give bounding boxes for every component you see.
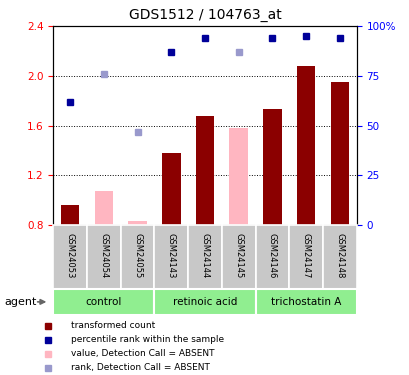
Bar — [229, 128, 247, 225]
Bar — [128, 221, 146, 225]
Text: agent: agent — [4, 297, 36, 307]
Text: rank, Detection Call = ABSENT: rank, Detection Call = ABSENT — [70, 363, 209, 372]
Bar — [154, 225, 188, 289]
Text: GSM24145: GSM24145 — [234, 232, 243, 278]
Bar — [330, 82, 348, 225]
Text: GSM24054: GSM24054 — [99, 232, 108, 278]
Text: GSM24147: GSM24147 — [301, 232, 310, 278]
Text: GSM24144: GSM24144 — [200, 232, 209, 278]
Bar — [289, 225, 322, 289]
Text: control: control — [85, 297, 122, 307]
Bar — [195, 116, 214, 225]
Bar — [53, 225, 87, 289]
Bar — [255, 225, 289, 289]
Text: value, Detection Call = ABSENT: value, Detection Call = ABSENT — [70, 350, 213, 358]
Text: GSM24148: GSM24148 — [335, 232, 344, 278]
Bar — [263, 110, 281, 225]
Text: GSM24143: GSM24143 — [166, 232, 175, 278]
Bar — [255, 289, 356, 315]
Bar — [221, 225, 255, 289]
Text: GSM24146: GSM24146 — [267, 232, 276, 278]
Bar — [61, 205, 79, 225]
Bar — [162, 153, 180, 225]
Text: GSM24053: GSM24053 — [65, 232, 74, 278]
Text: retinoic acid: retinoic acid — [172, 297, 237, 307]
Bar — [87, 225, 120, 289]
Text: GSM24055: GSM24055 — [133, 232, 142, 278]
Bar — [188, 225, 221, 289]
Text: trichostatin A: trichostatin A — [270, 297, 340, 307]
Bar — [53, 289, 154, 315]
Bar — [120, 225, 154, 289]
Text: percentile rank within the sample: percentile rank within the sample — [70, 335, 223, 344]
Text: transformed count: transformed count — [70, 321, 154, 330]
Title: GDS1512 / 104763_at: GDS1512 / 104763_at — [128, 9, 281, 22]
Bar — [94, 192, 113, 225]
Bar — [154, 289, 255, 315]
Bar — [296, 66, 315, 225]
Bar — [322, 225, 356, 289]
